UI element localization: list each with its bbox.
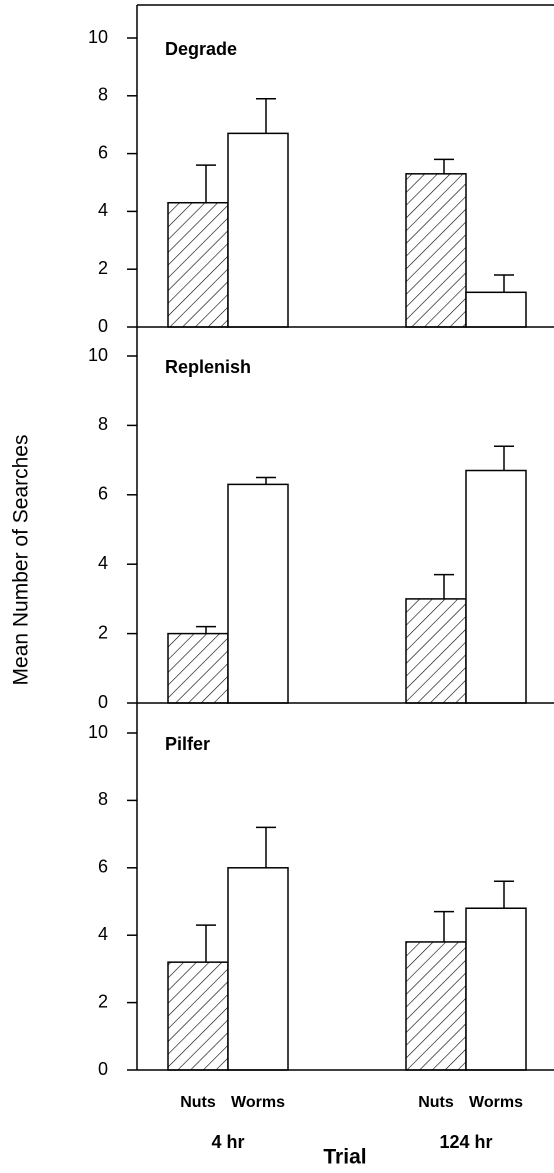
bar xyxy=(465,907,527,1071)
x-axis-label: Trial xyxy=(323,1146,366,1169)
y-tick-label: 10 xyxy=(88,345,108,365)
bar xyxy=(227,483,289,704)
y-tick-label: 2 xyxy=(98,622,108,642)
bar xyxy=(405,173,467,328)
panel-title: Degrade xyxy=(165,39,237,59)
y-tick-label: 0 xyxy=(98,316,108,336)
y-tick-label: 8 xyxy=(98,85,108,105)
y-tick-label: 4 xyxy=(98,200,108,220)
y-tick-label: 2 xyxy=(98,991,108,1011)
y-tick-label: 4 xyxy=(98,553,108,573)
y-tick-label: 8 xyxy=(98,414,108,434)
y-tick-label: 10 xyxy=(88,722,108,742)
bar xyxy=(405,598,467,704)
y-tick-label: 0 xyxy=(98,1059,108,1079)
bar xyxy=(465,291,527,328)
legend-label: Worms xyxy=(469,1094,523,1111)
y-tick-label: 6 xyxy=(98,857,108,877)
bar xyxy=(167,632,229,704)
y-tick-label: 10 xyxy=(88,27,108,47)
y-tick-label: 6 xyxy=(98,142,108,162)
legend-label: Worms xyxy=(231,1094,285,1111)
bar xyxy=(227,867,289,1071)
bar xyxy=(167,961,229,1071)
x-tick-label: 4 hr xyxy=(211,1132,244,1152)
bar xyxy=(227,132,289,328)
legend-label: Nuts xyxy=(418,1094,454,1111)
y-tick-label: 4 xyxy=(98,924,108,944)
y-tick-label: 0 xyxy=(98,692,108,712)
y-tick-label: 8 xyxy=(98,789,108,809)
y-tick-label: 2 xyxy=(98,258,108,278)
bar xyxy=(465,469,527,704)
panel-title: Replenish xyxy=(165,357,251,377)
legend-label: Nuts xyxy=(180,1094,216,1111)
y-axis-label: Mean Number of Searches xyxy=(10,435,33,686)
bar xyxy=(405,941,467,1071)
x-tick-label: 124 hr xyxy=(439,1132,492,1152)
y-tick-label: 6 xyxy=(98,484,108,504)
bar xyxy=(167,201,229,328)
panel-title: Pilfer xyxy=(165,734,210,754)
